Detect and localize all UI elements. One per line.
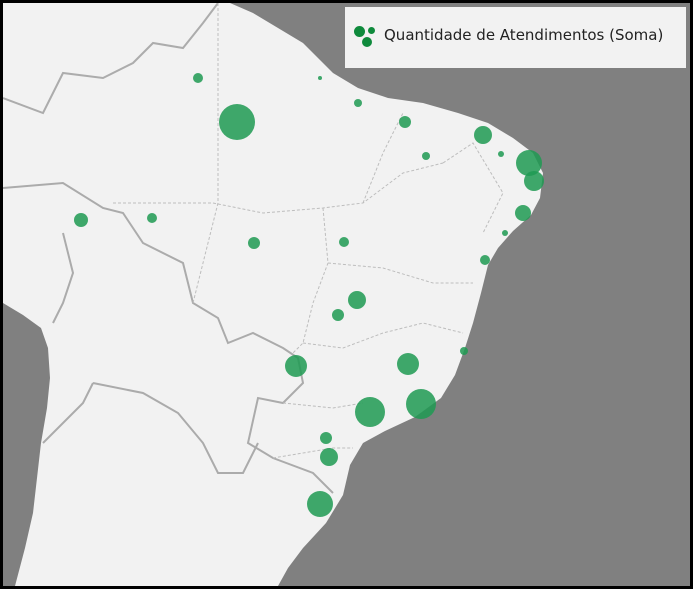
- map-frame[interactable]: Quantidade de Atendimentos (Soma): [3, 3, 690, 586]
- location-bubble[interactable]: [406, 389, 436, 419]
- location-bubble[interactable]: [422, 152, 430, 160]
- location-bubble[interactable]: [193, 73, 203, 83]
- legend: Quantidade de Atendimentos (Soma): [345, 7, 686, 68]
- location-bubble[interactable]: [498, 151, 504, 157]
- location-bubble[interactable]: [320, 448, 338, 466]
- bubble-cluster-icon: [354, 24, 378, 48]
- state-borders: [113, 3, 504, 459]
- location-bubble[interactable]: [355, 397, 385, 427]
- location-bubble[interactable]: [219, 104, 255, 140]
- location-bubble[interactable]: [348, 291, 366, 309]
- location-bubble[interactable]: [516, 150, 542, 176]
- location-bubble[interactable]: [285, 355, 307, 377]
- location-bubble[interactable]: [307, 491, 333, 517]
- location-bubble[interactable]: [524, 171, 544, 191]
- location-bubble[interactable]: [339, 237, 349, 247]
- ocean-pacific: [3, 303, 50, 586]
- location-bubble[interactable]: [74, 213, 88, 227]
- bubble-layer: [74, 73, 544, 517]
- location-bubble[interactable]: [147, 213, 157, 223]
- location-bubble[interactable]: [318, 76, 322, 80]
- country-borders: [3, 3, 334, 494]
- map-canvas[interactable]: [3, 3, 690, 586]
- legend-label: Quantidade de Atendimentos (Soma): [384, 25, 664, 44]
- location-bubble[interactable]: [397, 353, 419, 375]
- location-bubble[interactable]: [332, 309, 344, 321]
- location-bubble[interactable]: [399, 116, 411, 128]
- location-bubble[interactable]: [460, 347, 468, 355]
- location-bubble[interactable]: [502, 230, 508, 236]
- location-bubble[interactable]: [320, 432, 332, 444]
- location-bubble[interactable]: [248, 237, 260, 249]
- location-bubble[interactable]: [515, 205, 531, 221]
- location-bubble[interactable]: [354, 99, 362, 107]
- location-bubble[interactable]: [474, 126, 492, 144]
- ocean-atlantic: [230, 3, 690, 586]
- location-bubble[interactable]: [480, 255, 490, 265]
